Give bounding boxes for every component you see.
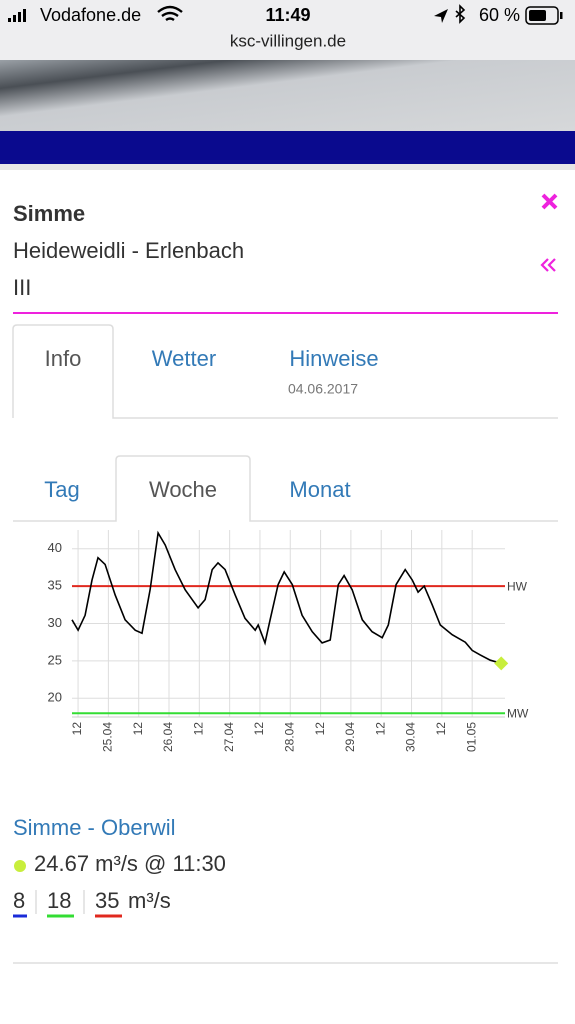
x-tick-label: 25.04 [101,722,115,752]
x-tick-label: 28.04 [282,722,296,752]
header-bar [0,131,575,164]
x-tick-label: 12 [313,722,327,736]
carrier: Vodafone.de [40,5,141,25]
period-tag[interactable]: Tag [44,477,79,502]
x-tick-label: 12 [191,722,205,736]
latest-marker [494,656,509,671]
header-image [0,60,575,131]
tab-hinweise[interactable]: Hinweise [289,346,378,371]
y-tick-label: 30 [48,615,62,630]
y-tick-label: 40 [48,540,62,555]
status-bar [0,0,575,60]
x-tick-label: 29.04 [343,722,357,752]
y-tick-label: 25 [48,652,62,667]
reference-label: HW [507,579,528,593]
x-tick-label: 30.04 [404,722,418,752]
level-unit: m³/s [128,888,171,913]
level-low: 8 [13,888,25,913]
current-reading: 24.67 m³/s @ 11:30 [34,851,226,876]
url: ksc-villingen.de [230,31,346,50]
level-mid: 18 [47,888,71,913]
x-tick-label: 27.04 [222,722,236,752]
period-tab-border [13,455,558,522]
x-tick-label: 12 [70,722,84,736]
battery-icon [525,6,563,25]
x-tick-label: 12 [434,722,448,736]
x-tick-label: 12 [252,722,266,736]
signal-icon [8,9,26,22]
header-shadow [0,164,575,170]
grade: III [13,275,31,300]
wifi-icon [157,5,183,21]
x-tick-label: 26.04 [161,722,175,752]
y-tick-label: 35 [48,578,62,593]
period-woche[interactable]: Woche [149,477,217,502]
tab-wetter[interactable]: Wetter [152,346,216,371]
battery-percent: 60 % [479,5,520,25]
river-name: Simme [13,201,85,226]
close-button[interactable] [541,193,558,210]
period-monat[interactable]: Monat [289,477,350,502]
bluetooth-icon [455,4,466,24]
section-name: Heideweidli - Erlenbach [13,238,244,263]
collapse-button[interactable] [540,258,556,272]
chart: 20 25 30 35 40 12 25.04 12 26.04 12 27.04 12 28.04 12… [48,530,529,752]
data-line [71,530,502,665]
tab-info[interactable]: Info [45,346,82,371]
level-high: 35 [95,888,119,913]
x-tick-label: 12 [131,722,145,736]
y-tick-label: 20 [48,690,62,705]
x-tick-label: 01.05 [464,722,478,752]
tab-border [12,324,558,419]
x-tick-label: 12 [373,722,387,736]
clock: 11:49 [265,5,310,25]
location-icon [434,9,448,23]
hinweise-date: 04.06.2017 [288,381,358,397]
status-dot [14,860,26,872]
station-name[interactable]: Simme - Oberwil [13,815,176,840]
reference-label: MW [507,706,529,720]
